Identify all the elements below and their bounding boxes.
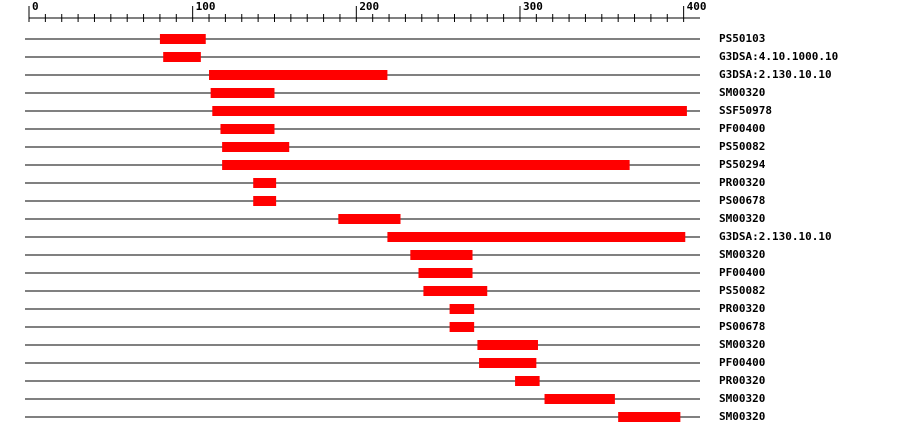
range-bar bbox=[423, 286, 488, 296]
row-label: PS50294 bbox=[719, 158, 766, 171]
range-bar bbox=[410, 250, 473, 260]
row-label: PF00400 bbox=[719, 266, 765, 279]
row-label: SM00320 bbox=[719, 248, 765, 261]
range-bar bbox=[618, 412, 681, 422]
x-tick-label: 300 bbox=[523, 0, 543, 13]
range-bar bbox=[515, 376, 540, 386]
range-bar bbox=[253, 178, 277, 188]
range-bar bbox=[479, 358, 537, 368]
x-tick-label: 100 bbox=[196, 0, 216, 13]
row-label: PR00320 bbox=[719, 374, 765, 387]
row-label: SM00320 bbox=[719, 392, 765, 405]
range-bar bbox=[253, 196, 277, 206]
row-label: SM00320 bbox=[719, 338, 765, 351]
row-label: G3DSA:2.130.10.10 bbox=[719, 230, 832, 243]
row-label: PS00678 bbox=[719, 194, 765, 207]
range-bar bbox=[387, 232, 686, 242]
row-label: G3DSA:4.10.1000.10 bbox=[719, 50, 838, 63]
row-label: PF00400 bbox=[719, 356, 765, 369]
x-tick-label: 200 bbox=[359, 0, 379, 13]
range-bar bbox=[209, 70, 388, 80]
x-tick-label: 0 bbox=[32, 0, 39, 13]
range-bar bbox=[212, 106, 687, 116]
x-tick-label: 400 bbox=[687, 0, 707, 13]
row-label: PR00320 bbox=[719, 302, 765, 315]
row-label: PR00320 bbox=[719, 176, 765, 189]
range-bar bbox=[220, 124, 275, 134]
range-bar bbox=[222, 142, 290, 152]
row-label: PS50082 bbox=[719, 284, 765, 297]
row-label: PS50103 bbox=[719, 32, 765, 45]
row-label: SM00320 bbox=[719, 410, 765, 423]
range-bar bbox=[449, 322, 475, 332]
row-label: SM00320 bbox=[719, 212, 765, 225]
range-bar bbox=[544, 394, 615, 404]
range-bar bbox=[159, 34, 206, 44]
range-bar bbox=[163, 52, 201, 62]
row-label: PS00678 bbox=[719, 320, 765, 333]
range-bar bbox=[477, 340, 538, 350]
row-label: PS50082 bbox=[719, 140, 765, 153]
row-label: PF00400 bbox=[719, 122, 765, 135]
row-label: SSF50978 bbox=[719, 104, 772, 117]
range-bar bbox=[449, 304, 475, 314]
range-bar bbox=[210, 88, 275, 98]
range-bar bbox=[418, 268, 473, 278]
row-label: SM00320 bbox=[719, 86, 765, 99]
range-bar bbox=[338, 214, 401, 224]
range-bar bbox=[222, 160, 630, 170]
row-label: G3DSA:2.130.10.10 bbox=[719, 68, 832, 81]
